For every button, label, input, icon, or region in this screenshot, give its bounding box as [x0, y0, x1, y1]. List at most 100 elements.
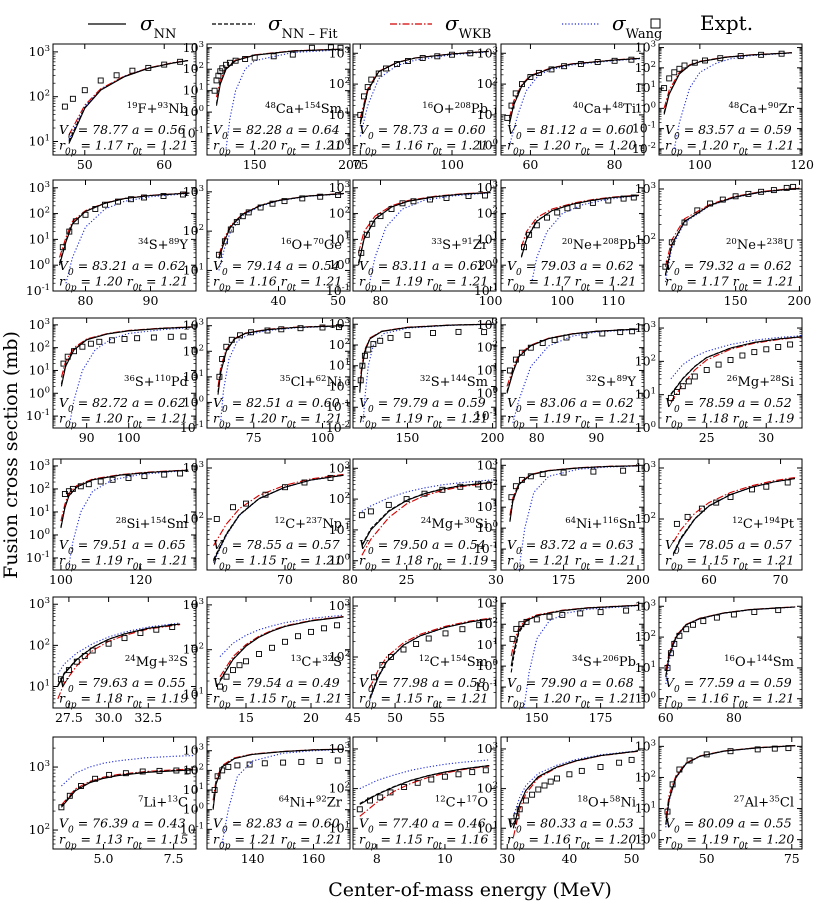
y-tick-label: 102 — [29, 340, 50, 355]
expt-point — [242, 56, 249, 62]
expt-point — [72, 218, 79, 225]
curve-nn — [359, 765, 490, 805]
y-tick-label: 101 — [635, 660, 656, 675]
expt-point — [335, 192, 342, 198]
x-tick-label: 60 — [701, 572, 717, 587]
x-tick-label: 100 — [49, 572, 73, 587]
expt-point — [681, 62, 688, 69]
curve-wang — [523, 605, 639, 708]
y-tick-label: 102 — [635, 511, 656, 526]
expt-point — [357, 377, 364, 384]
legend-label-nn: σNN — [140, 11, 176, 42]
y-tick-label: 103 — [29, 317, 50, 332]
expt-point — [666, 75, 673, 82]
y-tick-label: 103 — [477, 741, 498, 756]
panel-frame — [352, 458, 497, 571]
curve-wkb — [664, 187, 800, 267]
x-tick-label: 70 — [277, 572, 293, 587]
y-tick-label: 101 — [635, 387, 656, 402]
expt-point — [219, 65, 226, 72]
x-tick-label: 50 — [77, 157, 93, 172]
expt-point — [217, 68, 224, 75]
param-line-1: V0 = 83.57 a = 0.59 — [665, 122, 792, 142]
expt-point — [698, 505, 705, 512]
expt-point — [686, 757, 693, 764]
expt-point — [358, 512, 365, 519]
panel-curves — [520, 194, 639, 284]
curve-wkb — [670, 336, 802, 403]
expt-point — [564, 205, 571, 212]
panel-64Ni+116Sn: 10-1 100 101 102 103 175 200 64Ni+116Sn V0 = 83.… — [474, 457, 650, 587]
y-tick-label: 101 — [29, 231, 50, 246]
expt-point — [327, 474, 334, 481]
y-tick-label: 100 — [29, 257, 50, 272]
param-line-1: V0 = 79.51 a = 0.65 — [59, 537, 186, 557]
curve-fit — [215, 48, 341, 104]
expt-point — [577, 61, 584, 67]
param-line-2: r0p = 1.15 r0t = 1.16 — [359, 831, 488, 851]
panel-27Al+35Cl: 100 101 102 103 50 75 27Al+35Cl V0 = 80.09 a = … — [635, 736, 803, 866]
expt-point — [295, 633, 301, 640]
y-tick-label: 100 — [329, 257, 350, 272]
expt-point — [60, 360, 67, 367]
expt-point — [513, 625, 520, 632]
legend-expt-marker — [650, 18, 661, 29]
param-line-2: r0p = 1.17 r0t = 1.21 — [507, 273, 636, 293]
expt-point — [469, 769, 476, 776]
expt-point — [102, 201, 108, 208]
panel-curves — [664, 744, 796, 828]
expt-point — [784, 479, 791, 486]
param-line-2: r0p = 1.20 r0t = 1.21 — [213, 411, 342, 431]
param-line-1: V0 = 79.79 a = 0.59 — [359, 395, 486, 415]
y-tick-label: 103 — [477, 595, 498, 610]
expt-point — [243, 500, 249, 507]
panel-12C+154Sm: 102 103 45 50 55 12C+154Sm V0 = 77.98 a = 0.58… — [329, 596, 497, 725]
expt-point — [413, 641, 420, 647]
expt-point — [219, 356, 226, 362]
expt-point — [732, 193, 739, 200]
expt-point — [581, 332, 588, 339]
panel-36S+110Pd: 10-1 100 101 102 103 90 100 36S+110Pd V0 = 82.72… — [26, 317, 197, 445]
expt-point — [590, 468, 597, 475]
expt-point — [727, 748, 734, 755]
param-line-1: V0 = 78.73 a = 0.60 — [359, 122, 486, 142]
system-label: 64Ni+92Zr — [279, 794, 343, 810]
expt-point — [211, 87, 218, 94]
expt-point — [215, 72, 222, 79]
expt-point — [616, 759, 623, 766]
x-tick-label: 75 — [246, 430, 262, 445]
y-tick-label: 101 — [29, 362, 50, 377]
x-tick-label: 200 — [788, 293, 812, 308]
expt-point — [89, 647, 96, 654]
expt-point — [226, 59, 233, 66]
expt-point — [506, 367, 513, 374]
param-line-1: V0 = 78.55 a = 0.57 — [213, 537, 340, 557]
curve-nn — [213, 474, 344, 562]
param-line-2: r0p = 1.20 r0t = 1.20 — [507, 137, 636, 157]
expt-point — [141, 473, 148, 480]
expt-point — [364, 84, 371, 91]
expt-point — [475, 481, 482, 488]
y-tick-label: 103 — [183, 460, 204, 475]
y-tick-label: 10-1 — [180, 126, 204, 141]
panel-16O+144Sm: 100 101 102 103 60 80 16O+144Sm V0 = 77.59 a = … — [635, 596, 803, 725]
expt-point — [81, 87, 88, 94]
expt-point — [248, 329, 254, 336]
panel-frame — [52, 179, 197, 292]
y-tick-label: 102 — [183, 762, 204, 777]
expt-point — [281, 198, 288, 205]
curve-wang — [673, 52, 792, 150]
x-tick-label: 32.5 — [134, 710, 162, 725]
panel-curves — [58, 755, 194, 811]
x-tick-label: 150 — [525, 710, 549, 725]
curve-wkb — [57, 624, 181, 700]
y-tick-label: 103 — [635, 460, 656, 475]
expt-point — [790, 183, 797, 190]
expt-point — [667, 650, 674, 657]
expt-point — [262, 491, 269, 498]
expt-point — [683, 626, 690, 633]
y-tick-label: 102 — [635, 60, 656, 75]
panel-grid: 101 102 103 50 60 19F+93Nb V0 = 78.77 a = 0.56… — [26, 40, 814, 866]
param-line-1: V0 = 79.90 a = 0.68 — [507, 675, 634, 695]
